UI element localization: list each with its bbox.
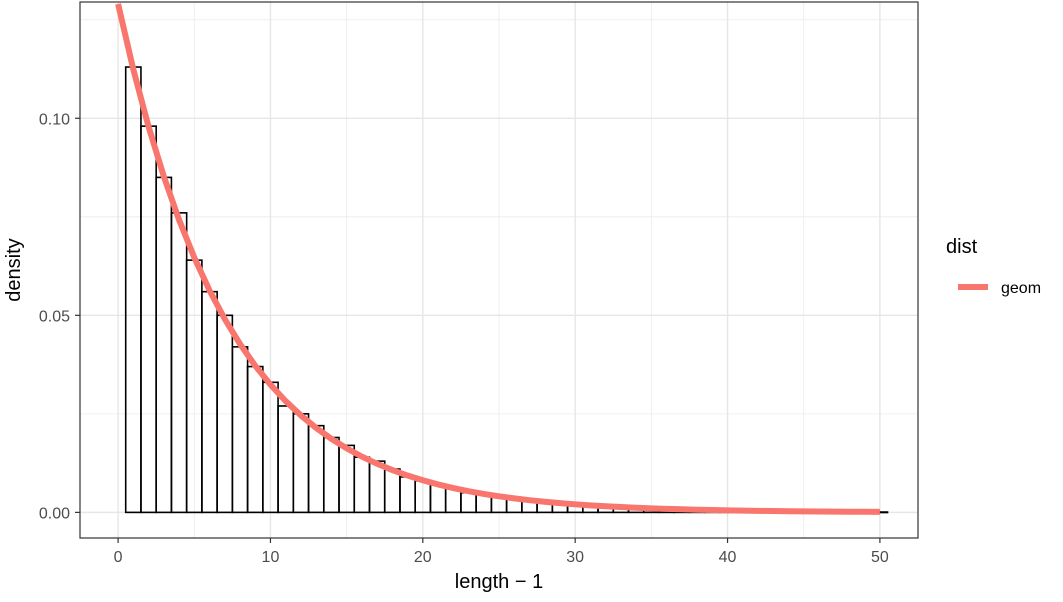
x-tick-label: 20 — [414, 549, 432, 566]
x-tick-label: 0 — [114, 549, 123, 566]
grid-minor — [80, 2, 918, 538]
x-tick-label: 50 — [871, 549, 889, 566]
x-axis-title: length − 1 — [455, 571, 543, 593]
legend: dist geom — [946, 236, 1041, 297]
series-line-geom — [115, 3, 880, 515]
y-tick-label: 0.10 — [39, 111, 70, 128]
y-axis: 0.00 0.05 0.10 — [39, 111, 80, 522]
x-tick-label: 40 — [719, 549, 737, 566]
x-axis: 0 10 20 30 40 50 — [114, 538, 889, 566]
y-tick-label: 0.05 — [39, 308, 70, 325]
plot-panel-border — [79, 1, 919, 539]
y-tick-label: 0.00 — [39, 505, 70, 522]
legend-label-geom: geom — [1001, 280, 1041, 297]
y-axis-title: density — [3, 238, 25, 301]
x-tick-label: 30 — [566, 549, 584, 566]
legend-title: dist — [946, 236, 978, 258]
x-tick-label: 10 — [262, 549, 280, 566]
